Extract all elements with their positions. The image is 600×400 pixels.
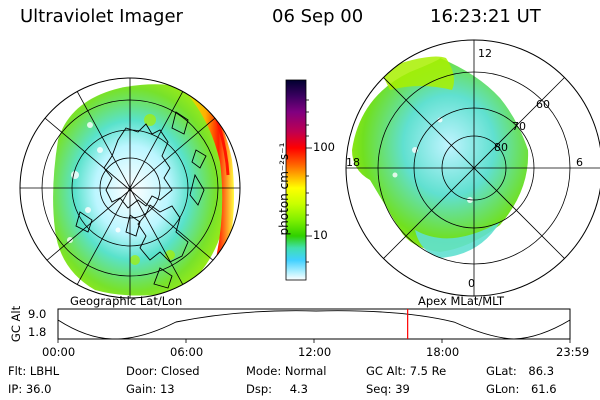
status-flt-label: Flt: (8, 364, 27, 378)
mlat-label-70: 70 (512, 120, 526, 133)
altitude-x-tick-1800: 18:00 (426, 345, 460, 359)
status-flt: Flt: LBHL (8, 364, 59, 378)
status-dsp-label: Dsp: (246, 382, 273, 396)
status-glat-label: GLat: (486, 364, 517, 378)
altitude-plot-frame (57, 308, 571, 340)
polar-map (346, 40, 600, 296)
header-date: 06 Sep 00 (272, 6, 364, 27)
status-gc-alt-value: 7.5 Re (409, 364, 447, 378)
status-ip-label: IP: (8, 382, 23, 396)
colorbar-tick-100: 100 (313, 140, 335, 154)
status-seq-value: 39 (395, 382, 410, 396)
status-door: Door: Closed (126, 364, 200, 378)
status-seq-label: Seq: (366, 382, 392, 396)
status-seq: Seq: 39 (366, 382, 410, 396)
colorbar-tick-10: 10 (313, 228, 328, 242)
geographic-map (20, 78, 240, 298)
altitude-x-tick-1200: 12:00 (298, 345, 332, 359)
status-glat-value: 86.3 (528, 364, 555, 378)
mlt-label-12: 12 (478, 47, 492, 60)
colorbar (285, 79, 312, 281)
status-gain-label: Gain: (126, 382, 157, 396)
altitude-x-tick-0600: 06:00 (170, 345, 204, 359)
mlat-label-60: 60 (536, 98, 550, 111)
status-mode: Mode: Normal (246, 364, 326, 378)
mlat-label-80: 80 (494, 141, 508, 154)
instrument-title: Ultraviolet Imager (20, 6, 183, 27)
header-time: 16:23:21 UT (430, 6, 541, 27)
geographic-map-caption: Geographic Lat/Lon (70, 294, 183, 308)
mlt-label-6: 6 (576, 156, 583, 169)
status-ip: IP: 36.0 (8, 382, 51, 396)
status-dsp-value: 4.3 (289, 382, 308, 396)
altitude-y-title: GC Alt (9, 305, 23, 343)
polar-map-caption: Apex MLat/MLT (418, 294, 505, 308)
status-gain-value: 13 (159, 382, 175, 396)
mlt-label-0: 0 (468, 277, 475, 290)
status-glat: GLat: 86.3 (486, 364, 554, 378)
colorbar-gradient (285, 79, 307, 281)
altitude-x-tick-0000: 00:00 (42, 345, 76, 359)
status-door-value: Closed (160, 364, 200, 378)
altitude-y-tick-high: 9.0 (28, 307, 47, 321)
altitude-curve (57, 310, 571, 340)
colorbar-unit-label: photon cm⁻²s⁻¹ (277, 142, 291, 236)
status-door-label: Door: (126, 364, 158, 378)
status-flt-value: LBHL (29, 364, 60, 378)
status-gc-alt-label: GC Alt: (366, 364, 407, 378)
altitude-plot (57, 308, 571, 343)
aurora-oval-mag (352, 58, 529, 252)
altitude-x-tick-2359: 23:59 (556, 345, 590, 359)
status-mode-value: Normal (284, 364, 327, 378)
status-glon: GLon: 61.6 (486, 382, 557, 396)
status-mode-label: Mode: (246, 364, 282, 378)
aurora-oval-geo (53, 84, 229, 296)
status-ip-value: 36.0 (25, 382, 52, 396)
status-gain: Gain: 13 (126, 382, 175, 396)
status-glon-label: GLon: (486, 382, 520, 396)
altitude-y-tick-low: 1.8 (28, 325, 47, 339)
status-gc-alt: GC Alt: 7.5 Re (366, 364, 446, 378)
mlt-label-18: 18 (346, 156, 360, 169)
status-dsp: Dsp: 4.3 (246, 382, 308, 396)
status-glon-value: 61.6 (530, 382, 557, 396)
